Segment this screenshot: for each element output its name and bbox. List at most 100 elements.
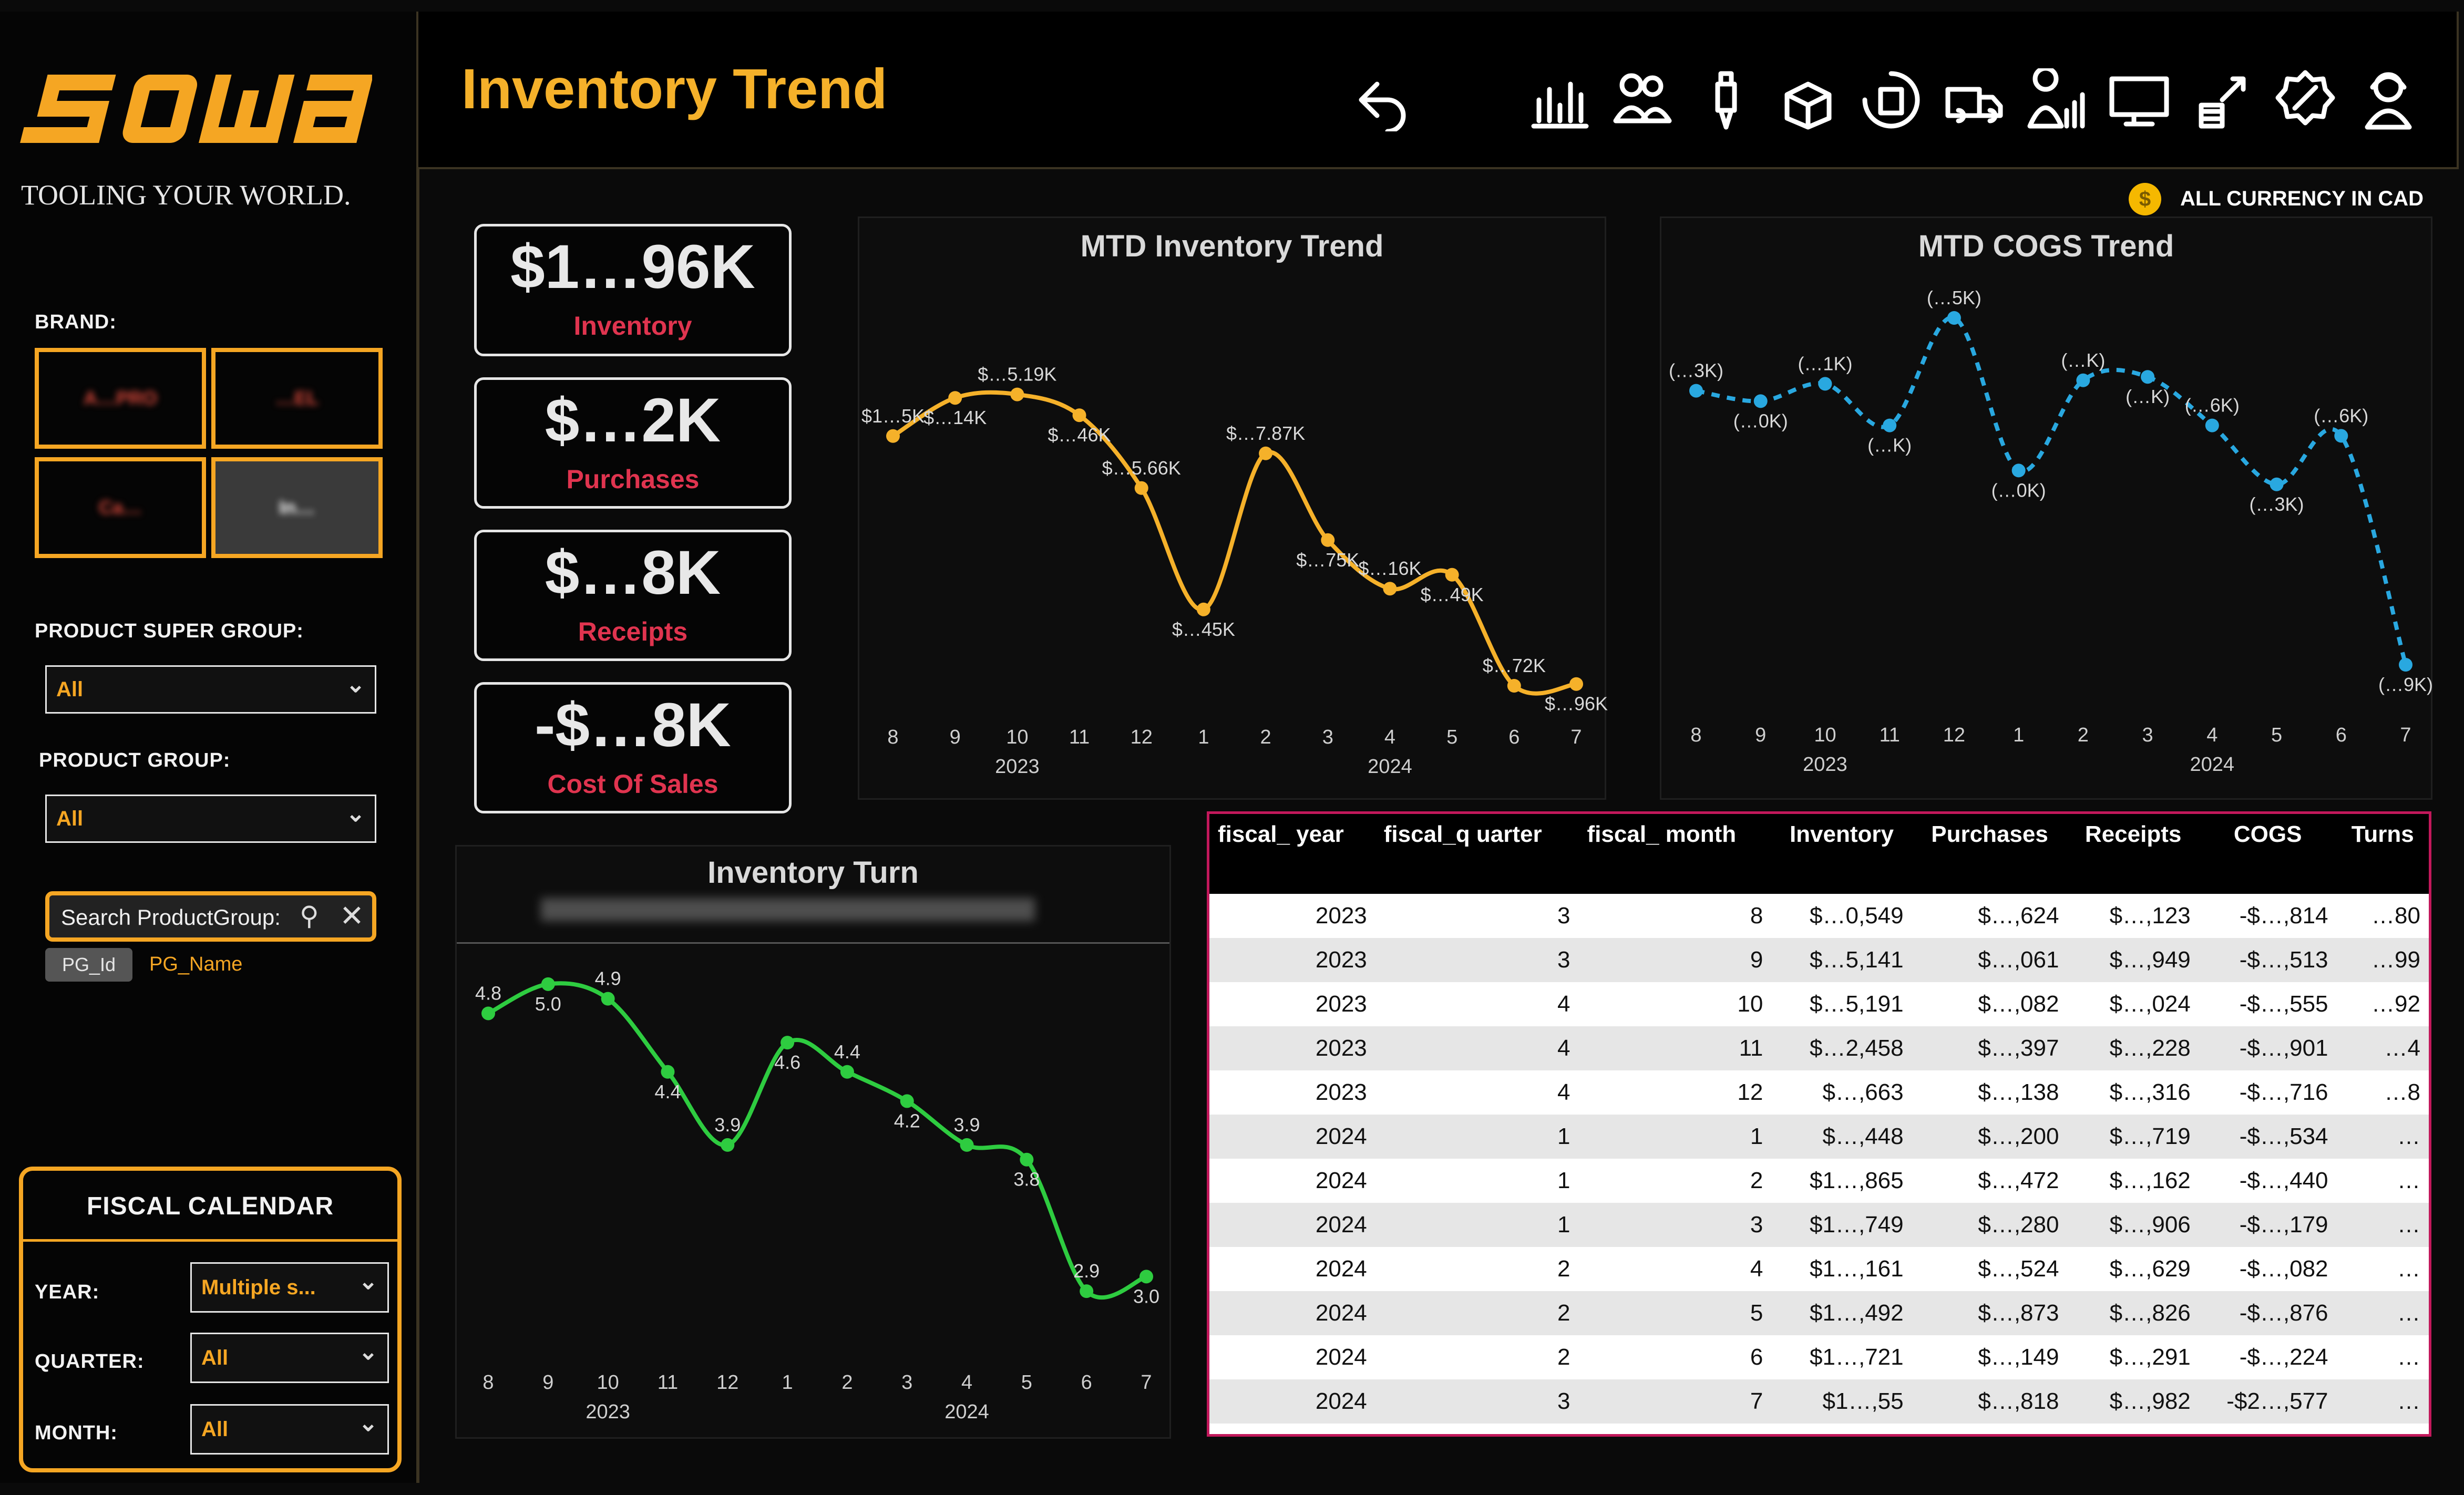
data-point[interactable] xyxy=(1818,377,1832,391)
data-point[interactable] xyxy=(601,992,615,1006)
data-point[interactable] xyxy=(1507,679,1521,693)
quarter-dropdown[interactable]: All ⌄ xyxy=(190,1333,389,1383)
column-header[interactable]: fiscal_ year xyxy=(1209,814,1375,894)
search-input[interactable]: Search ProductGroup: xyxy=(61,905,281,930)
table-row[interactable]: 2023 3 8 $…0,549 $…,624 $…,123 -$…,814 …80 xyxy=(1209,894,2429,938)
table-row[interactable]: 2024 1 3 $1…,749 $…,280 $…,906 -$…,179… xyxy=(1209,1203,2429,1247)
close-icon[interactable]: ✕ xyxy=(340,899,364,932)
product-group-dropdown[interactable]: All ⌄ xyxy=(45,795,376,843)
tool-bit-icon[interactable] xyxy=(1695,68,1758,131)
web-icon[interactable] xyxy=(2108,68,2171,131)
year-dropdown[interactable]: Multiple s... ⌄ xyxy=(190,1262,389,1313)
brand-button-4[interactable]: In… xyxy=(211,457,383,558)
x-tick-label: 2 xyxy=(1260,726,1271,748)
inventory-detail-table: fiscal_ year fiscal_q uarter fiscal_ month… xyxy=(1207,811,2431,1437)
table-row[interactable]: 2024 2 6 $1…,721 $…,149 $…,291 -$…,224… xyxy=(1209,1335,2429,1379)
money-growth-icon[interactable] xyxy=(2191,68,2254,131)
data-point[interactable] xyxy=(2270,477,2284,491)
data-point[interactable] xyxy=(1947,311,1961,325)
table-cell: 1 xyxy=(1375,1115,1579,1159)
column-header[interactable]: fiscal_q uarter xyxy=(1375,814,1579,894)
column-header[interactable]: Turns xyxy=(2336,814,2429,894)
data-point[interactable] xyxy=(1072,408,1086,422)
x-tick-label: 9 xyxy=(950,726,961,748)
data-point[interactable] xyxy=(1753,394,1768,408)
data-point[interactable] xyxy=(840,1065,854,1079)
data-point[interactable] xyxy=(781,1036,795,1050)
table-row[interactable]: 2023 4 11 $…2,458 $…,397 $…,228 -$…,901 …4 xyxy=(1209,1026,2429,1070)
users-icon[interactable] xyxy=(1610,68,1674,131)
dropdown-value: All xyxy=(56,807,84,830)
brand-button-3[interactable]: Ca… xyxy=(35,457,206,558)
column-header[interactable]: Receipts xyxy=(2067,814,2199,894)
support-agent-icon[interactable] xyxy=(2357,68,2420,131)
open-box-icon[interactable] xyxy=(1777,68,1840,131)
table-row[interactable]: 2023 4 12 $…,663 $…,138 $…,316 -$…,716 …8 xyxy=(1209,1070,2429,1115)
pg-id-chip[interactable]: PG_Id xyxy=(45,948,132,982)
table-row[interactable]: 2024 2 5 $1…,492 $…,873 $…,826 -$…,876… xyxy=(1209,1291,2429,1335)
column-header[interactable]: Inventory xyxy=(1771,814,1912,894)
data-point[interactable] xyxy=(1883,418,1897,432)
data-point[interactable] xyxy=(2076,373,2090,387)
discount-icon[interactable] xyxy=(2274,68,2337,131)
data-point[interactable] xyxy=(886,429,900,443)
data-point[interactable] xyxy=(481,1006,495,1020)
undo-icon[interactable] xyxy=(1346,68,1409,131)
data-point[interactable] xyxy=(1259,446,1273,460)
table-cell: 2024 xyxy=(1209,1203,1375,1247)
table-cell: $…,949 xyxy=(2067,938,2199,982)
data-point[interactable] xyxy=(2334,429,2348,443)
data-point[interactable] xyxy=(1139,1270,1153,1284)
data-point[interactable] xyxy=(2399,658,2412,672)
bar-chart-icon[interactable] xyxy=(1528,68,1592,131)
table-cell: 1 xyxy=(1375,1203,1579,1247)
data-point[interactable] xyxy=(1383,582,1397,596)
data-point[interactable] xyxy=(661,1065,675,1079)
table-cell: 9 xyxy=(1578,938,1772,982)
data-point[interactable] xyxy=(1321,533,1335,547)
brand-button-1[interactable]: A…PRO xyxy=(35,348,206,449)
brand-button-2[interactable]: …EL xyxy=(211,348,383,449)
x-tick-label: 11 xyxy=(658,1372,678,1394)
table-row[interactable]: 2024 2 4 $1…,161 $…,524 $…,629 -$…,082… xyxy=(1209,1247,2429,1291)
search-icon[interactable]: ⚲ xyxy=(300,901,319,931)
currency-coin-icon: $ xyxy=(2129,183,2161,215)
column-header[interactable]: fiscal_ month xyxy=(1578,814,1772,894)
data-point[interactable] xyxy=(948,391,962,405)
sales-person-icon[interactable] xyxy=(2025,68,2088,131)
data-point[interactable] xyxy=(1196,602,1210,616)
data-point[interactable] xyxy=(2205,418,2219,432)
column-header[interactable]: COGS xyxy=(2199,814,2337,894)
table-cell: $…,472 xyxy=(1978,1168,2059,1193)
table-row[interactable]: 2024 3 7 $1…,55 $…,818 $…,982 -$2…,577… xyxy=(1209,1379,2429,1424)
box-cycle-icon[interactable] xyxy=(1860,68,1923,131)
data-point[interactable] xyxy=(1010,387,1024,401)
data-point[interactable] xyxy=(1020,1152,1034,1167)
kpi-card-inventory: $1…96K Inventory xyxy=(474,224,792,356)
data-point[interactable] xyxy=(1134,481,1148,495)
inventory-turn-chart: 4.8 8 5.0 9 4.9 10 4.4 11 3.9 12 4.6 1 4.4 2 4.2 3 3.9 4 3… xyxy=(475,968,1159,1423)
data-point[interactable] xyxy=(2141,370,2155,384)
table-row[interactable]: 2023 4 10 $…5,191 $…,082 $…,024 -$…,555 …92 xyxy=(1209,982,2429,1026)
product-group-search[interactable]: Search ProductGroup: ⚲ ✕ xyxy=(45,891,376,942)
table-row[interactable]: 2024 1 1 $…,448 $…,200 $…,719 -$…,534… xyxy=(1209,1115,2429,1159)
table-row[interactable]: 2023 3 9 $…5,141 $…,061 $…,949 -$…,513 …99 xyxy=(1209,938,2429,982)
data-point[interactable] xyxy=(721,1138,735,1152)
column-header[interactable]: Purchases xyxy=(1912,814,2068,894)
data-point[interactable] xyxy=(960,1138,974,1152)
data-point[interactable] xyxy=(541,977,555,991)
data-point[interactable] xyxy=(1569,677,1583,691)
data-point[interactable] xyxy=(2011,463,2026,478)
delivery-truck-icon[interactable] xyxy=(1943,68,2006,131)
product-super-group-dropdown[interactable]: All ⌄ xyxy=(45,665,376,714)
pg-name-chip[interactable]: PG_Name xyxy=(149,953,243,975)
data-point[interactable] xyxy=(900,1094,914,1108)
data-point[interactable] xyxy=(1689,384,1703,398)
data-point[interactable] xyxy=(1080,1284,1094,1298)
data-point[interactable] xyxy=(1445,568,1459,582)
data-label: 4.4 xyxy=(834,1041,860,1063)
month-dropdown[interactable]: All ⌄ xyxy=(190,1404,389,1455)
table-cell: $…,228 xyxy=(2067,1026,2199,1070)
data-label: (…0K) xyxy=(1991,479,2046,501)
table-row[interactable]: 2024 1 2 $1…,865 $…,472 $…,162 -$…,440… xyxy=(1209,1159,2429,1203)
